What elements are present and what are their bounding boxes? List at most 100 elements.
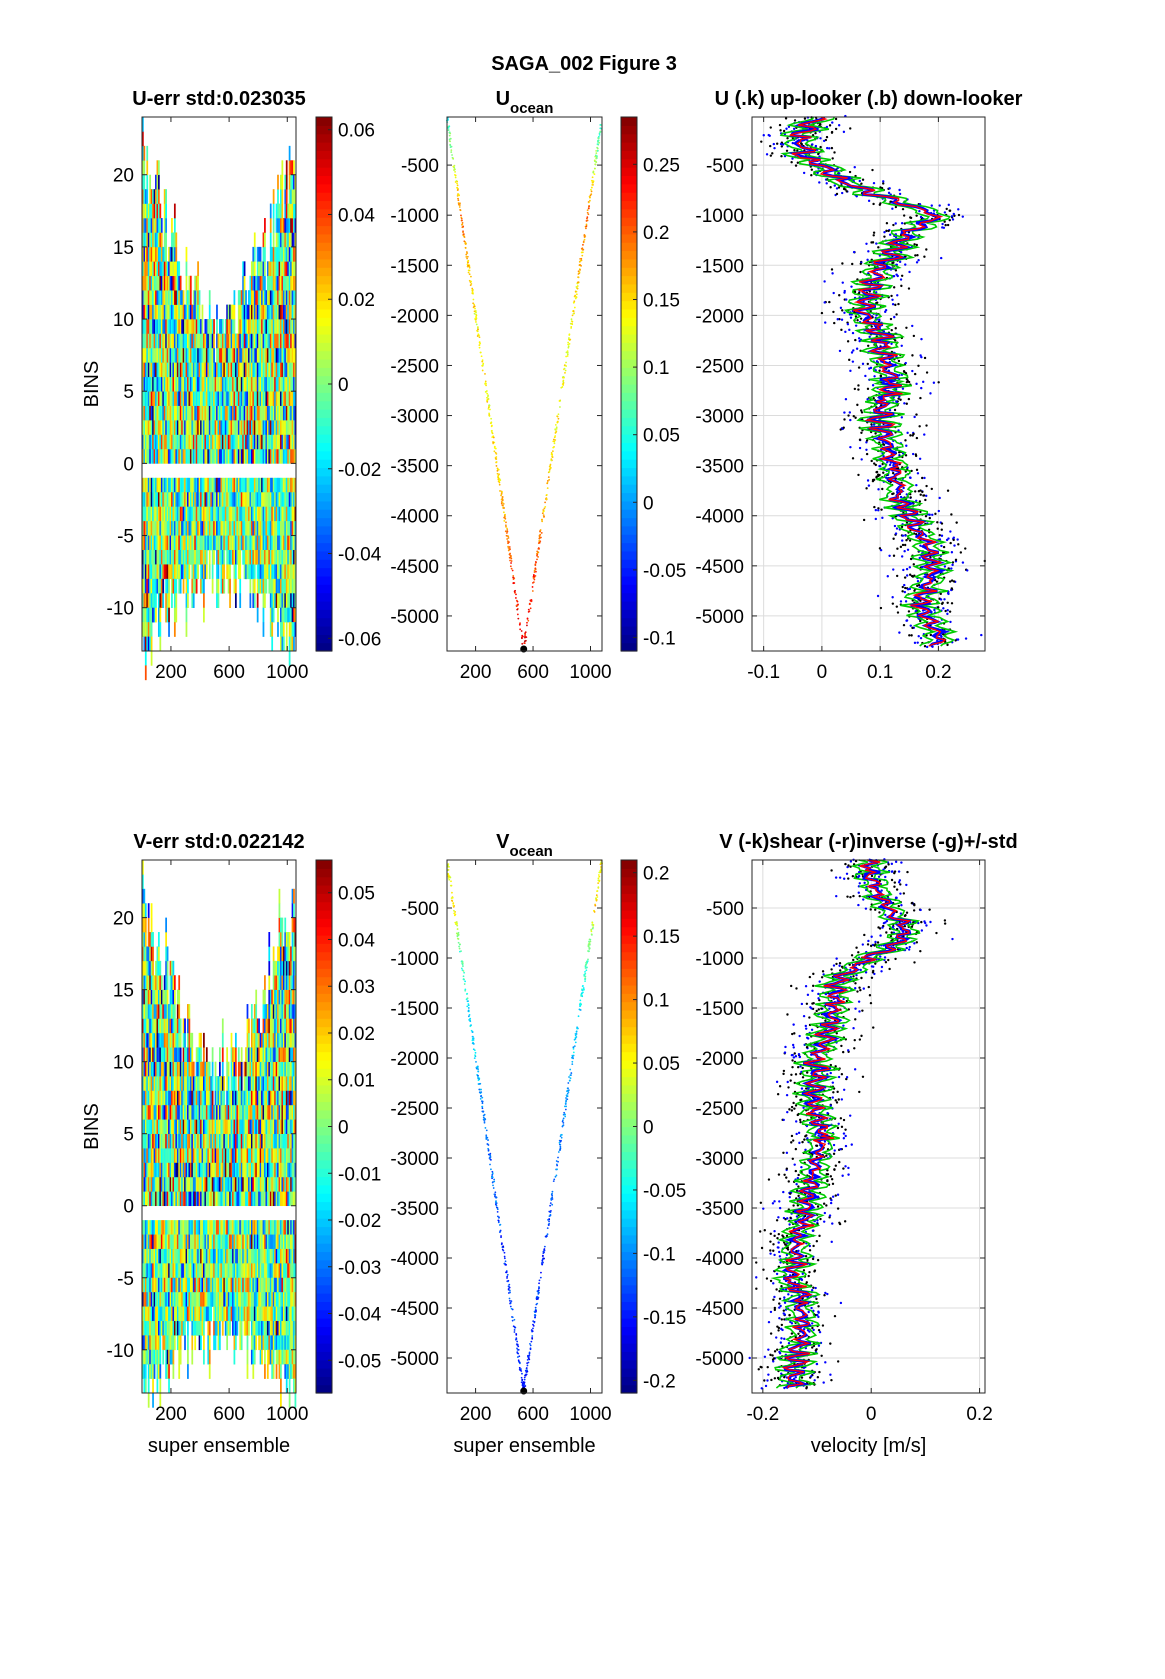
heatmap-cell xyxy=(243,535,246,551)
heatmap-cell xyxy=(187,506,189,522)
heatmap-cell xyxy=(221,333,224,349)
heatmap-cell xyxy=(245,549,247,565)
heatmap-cell xyxy=(284,347,287,363)
heatmap-cell xyxy=(204,333,207,349)
profile-point xyxy=(916,641,919,644)
heatmap-cell xyxy=(147,304,150,320)
profile-point xyxy=(904,263,907,266)
scatter-point xyxy=(507,535,510,538)
heatmap-cell xyxy=(280,246,282,262)
heatmap-cell xyxy=(201,549,204,565)
heatmap-cell xyxy=(195,492,198,507)
heatmap-cell xyxy=(155,347,157,363)
heatmap-cell xyxy=(207,347,210,363)
heatmap-cell xyxy=(169,246,172,262)
heatmap-cell xyxy=(181,521,183,536)
heatmap-cell xyxy=(189,535,192,551)
heatmap-cell xyxy=(175,347,178,363)
heatmap-cell xyxy=(192,376,195,392)
heatmap-cell xyxy=(163,506,166,522)
heatmap-cell xyxy=(153,304,156,320)
heatmap-cell xyxy=(291,521,294,536)
colorbar-tick-label: 0.2 xyxy=(643,223,669,244)
heatmap-cell xyxy=(277,333,279,349)
profile-point xyxy=(871,168,874,172)
heatmap-cell xyxy=(256,564,259,580)
heatmap-cell xyxy=(195,521,198,536)
colorbar-tick-label: 0.06 xyxy=(338,121,375,142)
heatmap-cell xyxy=(173,347,176,363)
heatmap-cell xyxy=(219,521,221,536)
heatmap-cell xyxy=(144,1263,147,1279)
heatmap-cell xyxy=(184,376,186,392)
heatmap-cell xyxy=(150,622,153,637)
heatmap-cell xyxy=(294,607,297,623)
profile-point xyxy=(897,451,901,454)
profile-point xyxy=(881,516,884,520)
heatmap-cell xyxy=(143,506,146,522)
heatmap-cell xyxy=(229,492,231,507)
heatmap-cell xyxy=(224,506,227,522)
heatmap-cell xyxy=(194,521,197,536)
heatmap-cell xyxy=(290,246,292,262)
profile-point xyxy=(890,328,893,332)
heatmap-cell xyxy=(176,477,179,493)
heatmap-cell xyxy=(248,506,250,522)
profile-point xyxy=(879,606,883,610)
profile-point xyxy=(793,149,796,152)
heatmap-cell xyxy=(243,333,246,349)
scatter-point xyxy=(456,182,458,185)
heatmap-cell xyxy=(195,549,198,565)
scatter-point xyxy=(581,251,584,254)
heatmap-cell xyxy=(290,189,292,204)
heatmap-cell xyxy=(229,549,231,565)
heatmap-cell xyxy=(268,448,271,464)
heatmap-cell xyxy=(223,506,226,522)
heatmap-cell xyxy=(268,492,271,507)
heatmap-cell xyxy=(159,535,162,551)
heatmap-cell xyxy=(261,492,263,507)
heatmap-cell xyxy=(258,420,260,435)
profile-point xyxy=(845,190,848,193)
heatmap-cell xyxy=(197,448,199,464)
heatmap-cell xyxy=(281,160,284,176)
heatmap-cell xyxy=(278,319,281,334)
heatmap-cell xyxy=(142,131,144,147)
scatter-point xyxy=(460,214,462,217)
heatmap-cell xyxy=(268,261,271,277)
profile-point xyxy=(858,179,861,183)
heatmap-cell xyxy=(194,506,197,522)
colorbar-cell xyxy=(316,425,332,435)
heatmap-cell xyxy=(253,492,256,507)
heatmap-cell xyxy=(221,420,224,435)
scatter-point xyxy=(456,189,459,191)
heatmap-cell xyxy=(285,420,288,435)
heatmap-cell xyxy=(262,319,265,334)
profile-point xyxy=(896,294,899,297)
heatmap-cell xyxy=(210,448,213,464)
heatmap-cell xyxy=(271,477,274,493)
heatmap-cell xyxy=(237,521,240,536)
colorbar-cell xyxy=(621,283,637,293)
heatmap-cell xyxy=(272,347,275,363)
heatmap-cell xyxy=(189,319,192,334)
heatmap-cell xyxy=(210,506,213,522)
heatmap-cell xyxy=(156,174,159,190)
heatmap-cell xyxy=(259,564,262,580)
scatter-point xyxy=(492,441,495,444)
heatmap-cell xyxy=(252,448,255,464)
scatter-point xyxy=(464,243,467,246)
heatmap-cell xyxy=(278,506,281,522)
heatmap-cell xyxy=(156,232,159,248)
heatmap-cell xyxy=(189,434,192,450)
heatmap-cell xyxy=(243,477,246,493)
heatmap-cell xyxy=(179,362,182,378)
heatmap-cell xyxy=(152,333,154,349)
heatmap-cell xyxy=(178,477,181,493)
heatmap-cell xyxy=(159,275,162,291)
heatmap-cell xyxy=(250,549,253,565)
heatmap-cell xyxy=(249,549,252,565)
heatmap-cell xyxy=(216,477,218,493)
heatmap-cell xyxy=(293,521,295,536)
y-tick-label: -2000 xyxy=(390,306,439,327)
